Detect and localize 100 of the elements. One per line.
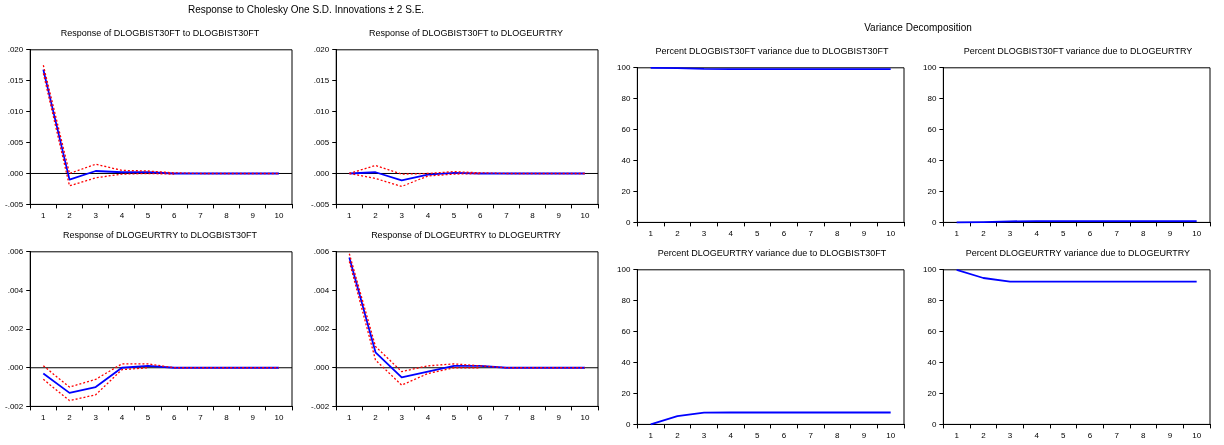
x-tick-label: 6: [477, 211, 483, 221]
x-tick-label: 5: [451, 413, 457, 423]
x-tick-label: 8: [835, 431, 841, 441]
y-tick-label: .015: [7, 75, 24, 85]
y-tick-label: .010: [313, 106, 330, 116]
x-tick-label: 3: [701, 431, 707, 441]
y-tick-label: 80: [621, 295, 631, 305]
x-tick-label: 9: [556, 211, 562, 221]
x-tick-label: 2: [675, 229, 681, 239]
x-tick-label: 8: [530, 211, 536, 221]
y-tick-label: -.005: [5, 199, 24, 209]
y-tick-label: .015: [313, 75, 330, 85]
x-tick-label: 7: [198, 413, 204, 423]
x-tick-label: 7: [198, 211, 204, 221]
y-tick-label: 0: [931, 217, 937, 227]
x-tick-label: 3: [93, 211, 99, 221]
x-tick-label: 5: [451, 211, 457, 221]
y-tick-label: .005: [7, 137, 24, 147]
x-tick-label: 2: [675, 431, 681, 441]
x-tick-label: 3: [93, 413, 99, 423]
y-tick-label: 20: [927, 388, 937, 398]
y-tick-label: 100: [616, 265, 631, 274]
x-tick-label: 4: [119, 413, 125, 423]
y-tick-label: .005: [313, 137, 330, 147]
x-tick-label: 4: [425, 413, 431, 423]
text: Variance Decomposition: [863, 22, 973, 33]
x-tick-label: 2: [373, 211, 379, 221]
x-tick-label: 10: [886, 229, 896, 239]
x-tick-label: 2: [373, 413, 379, 423]
x-tick-label: 4: [425, 211, 431, 221]
y-tick-label: 20: [621, 186, 631, 196]
chart-title: Response of DLOGBIST30FT to DLOGBIST30FT: [59, 27, 261, 40]
y-tick-label: 20: [927, 186, 937, 196]
x-tick-label: 2: [981, 431, 987, 441]
y-tick-label: 0: [625, 419, 631, 429]
x-tick-label: 5: [755, 229, 761, 239]
y-tick-label: -.005: [311, 199, 330, 209]
x-tick-label: 4: [728, 431, 734, 441]
x-tick-label: 1: [41, 211, 47, 221]
x-tick-label: 9: [250, 211, 256, 221]
y-tick-label: 40: [927, 357, 937, 367]
x-tick-label: 10: [1192, 431, 1202, 441]
x-tick-label: 6: [171, 413, 177, 423]
x-tick-label: 7: [808, 431, 814, 441]
y-tick-label: -.002: [5, 401, 24, 411]
chart-title: Percent DLOGBIST30FT variance due to DLOGBIST30FT: [654, 45, 890, 58]
y-tick-label: 60: [621, 326, 631, 336]
x-tick-label: 7: [1114, 431, 1120, 441]
y-tick-label: .004: [313, 285, 330, 295]
x-tick-label: 8: [1141, 431, 1147, 441]
chart-title: Response of DLOGEURTRY to DLOGEURTRY: [370, 229, 562, 242]
x-tick-label: 7: [504, 413, 510, 423]
x-tick-label: 9: [1167, 229, 1173, 239]
x-tick-label: 4: [119, 211, 125, 221]
y-tick-label: 100: [616, 63, 631, 72]
x-tick-label: 8: [224, 413, 230, 423]
x-tick-label: 6: [171, 211, 177, 221]
x-tick-label: 9: [861, 229, 867, 239]
x-tick-label: 10: [274, 211, 284, 221]
x-tick-label: 4: [1034, 431, 1040, 441]
x-tick-label: 8: [1141, 229, 1147, 239]
x-tick-label: 6: [1087, 431, 1093, 441]
y-tick-label: 0: [931, 419, 937, 429]
x-tick-label: 1: [347, 413, 353, 423]
x-tick-label: 7: [504, 211, 510, 221]
x-tick-label: 3: [701, 229, 707, 239]
x-tick-label: 1: [954, 229, 960, 239]
x-tick-label: 10: [886, 431, 896, 441]
y-tick-label: .004: [7, 285, 24, 295]
y-tick-label: .000: [7, 362, 24, 372]
y-tick-label: 60: [927, 124, 937, 134]
y-tick-label: 40: [621, 357, 631, 367]
y-tick-label: .020: [313, 45, 330, 54]
y-tick-label: .000: [7, 168, 24, 178]
y-tick-label: 80: [927, 295, 937, 305]
x-tick-label: 6: [1087, 229, 1093, 239]
chart-title: Response of DLOGBIST30FT to DLOGEURTRY: [367, 27, 565, 40]
text: Response to Cholesky One S.D. Innovations ± 2 S.E.: [186, 4, 426, 15]
y-tick-label: .020: [7, 45, 24, 54]
x-tick-label: 5: [1061, 431, 1067, 441]
x-tick-label: 3: [399, 211, 405, 221]
x-tick-label: 10: [274, 413, 284, 423]
x-tick-label: 5: [1061, 229, 1067, 239]
x-tick-label: 8: [224, 211, 230, 221]
x-tick-label: 7: [808, 229, 814, 239]
x-tick-label: 4: [728, 229, 734, 239]
y-tick-label: .000: [313, 168, 330, 178]
x-tick-label: 5: [145, 211, 151, 221]
x-tick-label: 8: [530, 413, 536, 423]
y-tick-label: .002: [313, 324, 330, 334]
y-tick-label: .000: [313, 362, 330, 372]
x-tick-label: 8: [835, 229, 841, 239]
chart-title: Response of DLOGEURTRY to DLOGBIST30FT: [61, 229, 259, 242]
y-tick-label: .010: [7, 106, 24, 116]
x-tick-label: 1: [648, 431, 654, 441]
x-tick-label: 1: [954, 431, 960, 441]
x-tick-label: 5: [755, 431, 761, 441]
x-tick-label: 1: [347, 211, 353, 221]
x-tick-label: 3: [1007, 431, 1013, 441]
x-tick-label: 3: [1007, 229, 1013, 239]
